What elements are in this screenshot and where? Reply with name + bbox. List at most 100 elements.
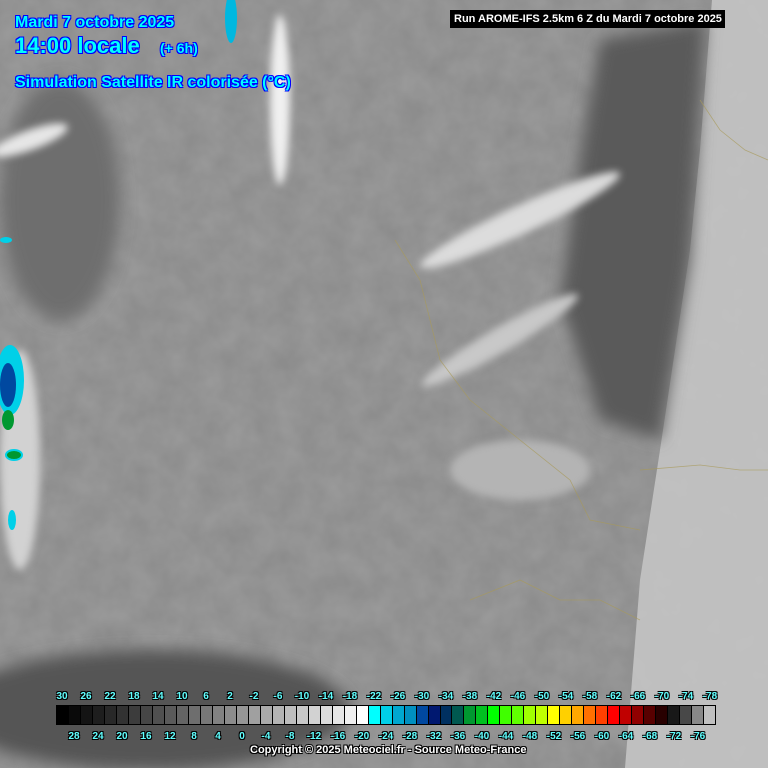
legend-swatch — [488, 706, 501, 724]
legend-swatch — [428, 706, 441, 724]
legend-label: -20 — [354, 731, 370, 742]
legend-label: -34 — [438, 691, 454, 702]
legend-label: -56 — [570, 731, 586, 742]
legend-label: -72 — [666, 731, 682, 742]
legend-swatch — [368, 706, 381, 724]
legend-swatch — [500, 706, 513, 724]
legend-label: 0 — [239, 731, 245, 742]
legend-label: -68 — [642, 731, 658, 742]
legend-swatch — [404, 706, 417, 724]
legend-label: -44 — [498, 731, 514, 742]
legend-swatch — [57, 706, 69, 724]
legend-label: 2 — [227, 691, 233, 702]
legend-swatch — [104, 706, 117, 724]
legend-swatch — [620, 706, 633, 724]
legend-label: -74 — [678, 691, 694, 702]
forecast-offset: (+ 6h) — [160, 40, 198, 56]
legend-swatch — [248, 706, 261, 724]
legend-swatch — [188, 706, 201, 724]
legend-swatch — [308, 706, 321, 724]
legend-label: 6 — [203, 691, 209, 702]
legend-label: -70 — [654, 691, 670, 702]
legend-label: -54 — [558, 691, 574, 702]
legend-label: -12 — [306, 731, 322, 742]
legend-label: 10 — [176, 691, 188, 702]
legend-label: 24 — [92, 731, 104, 742]
legend-swatch — [68, 706, 81, 724]
legend-label: -2 — [249, 691, 259, 702]
legend-label: -16 — [330, 731, 346, 742]
legend-label: -26 — [390, 691, 406, 702]
legend-swatch — [212, 706, 225, 724]
legend-label: -60 — [594, 731, 610, 742]
legend-label: -6 — [273, 691, 283, 702]
legend-label: -10 — [294, 691, 310, 702]
borders — [394, 99, 768, 621]
legend-label: -18 — [342, 691, 358, 702]
legend-swatch — [476, 706, 489, 724]
legend-swatch — [128, 706, 141, 724]
legend-swatch — [380, 706, 393, 724]
legend-label: -28 — [402, 731, 418, 742]
cloud-texture — [0, 0, 700, 768]
legend-swatch — [416, 706, 429, 724]
forecast-time: 14:00 locale — [15, 33, 140, 58]
legend-label: -64 — [618, 731, 634, 742]
legend-label: -48 — [522, 731, 538, 742]
legend-label: 12 — [164, 731, 176, 742]
legend-swatch — [644, 706, 657, 724]
legend-label: 22 — [104, 691, 116, 702]
legend-swatch — [608, 706, 621, 724]
legend-label: -14 — [318, 691, 334, 702]
legend-swatch — [656, 706, 669, 724]
legend-swatch — [560, 706, 573, 724]
legend-swatch — [536, 706, 549, 724]
legend-label: 26 — [80, 691, 92, 702]
product-title: Simulation Satellite IR colorisée (°C) — [15, 74, 291, 91]
legend-swatch — [320, 706, 333, 724]
legend-swatch — [332, 706, 345, 724]
legend-label: -30 — [414, 691, 430, 702]
legend-swatch — [584, 706, 597, 724]
forecast-date: Mardi 7 octobre 2025 — [15, 14, 175, 31]
legend-swatch — [200, 706, 213, 724]
legend-swatch — [680, 706, 693, 724]
legend-label: -22 — [366, 691, 382, 702]
legend-label: -32 — [426, 731, 442, 742]
legend-label: -24 — [378, 731, 394, 742]
legend-label: -8 — [285, 731, 295, 742]
legend-label: -58 — [582, 691, 598, 702]
legend-label: 30 — [56, 691, 68, 702]
legend-label: -36 — [450, 731, 466, 742]
legend-label: 18 — [128, 691, 140, 702]
legend-label: 16 — [140, 731, 152, 742]
legend-swatch — [344, 706, 357, 724]
color-scale-bar — [56, 705, 716, 725]
legend-label: -78 — [702, 691, 718, 702]
legend-swatch — [392, 706, 405, 724]
legend-swatch — [272, 706, 285, 724]
legend-swatch — [236, 706, 249, 724]
copyright: Copyright © 2025 Meteociel.fr - Source M… — [250, 744, 527, 756]
legend-label: -46 — [510, 691, 526, 702]
legend-swatch — [704, 706, 716, 724]
legend-swatch — [152, 706, 165, 724]
legend-label: 8 — [191, 731, 197, 742]
legend-label: 20 — [116, 731, 128, 742]
legend-swatch — [296, 706, 309, 724]
legend-swatch — [572, 706, 585, 724]
legend-label: -76 — [690, 731, 706, 742]
legend-label: -42 — [486, 691, 502, 702]
legend-label: -62 — [606, 691, 622, 702]
legend-swatch — [464, 706, 477, 724]
legend-swatch — [596, 706, 609, 724]
legend-swatch — [284, 706, 297, 724]
legend-swatch — [80, 706, 93, 724]
legend-swatch — [548, 706, 561, 724]
legend-label: -38 — [462, 691, 478, 702]
model-run-banner: Run AROME-IFS 2.5km 6 Z du Mardi 7 octob… — [450, 10, 725, 28]
legend-swatch — [452, 706, 465, 724]
legend-swatch — [692, 706, 705, 724]
legend-label: -66 — [630, 691, 646, 702]
